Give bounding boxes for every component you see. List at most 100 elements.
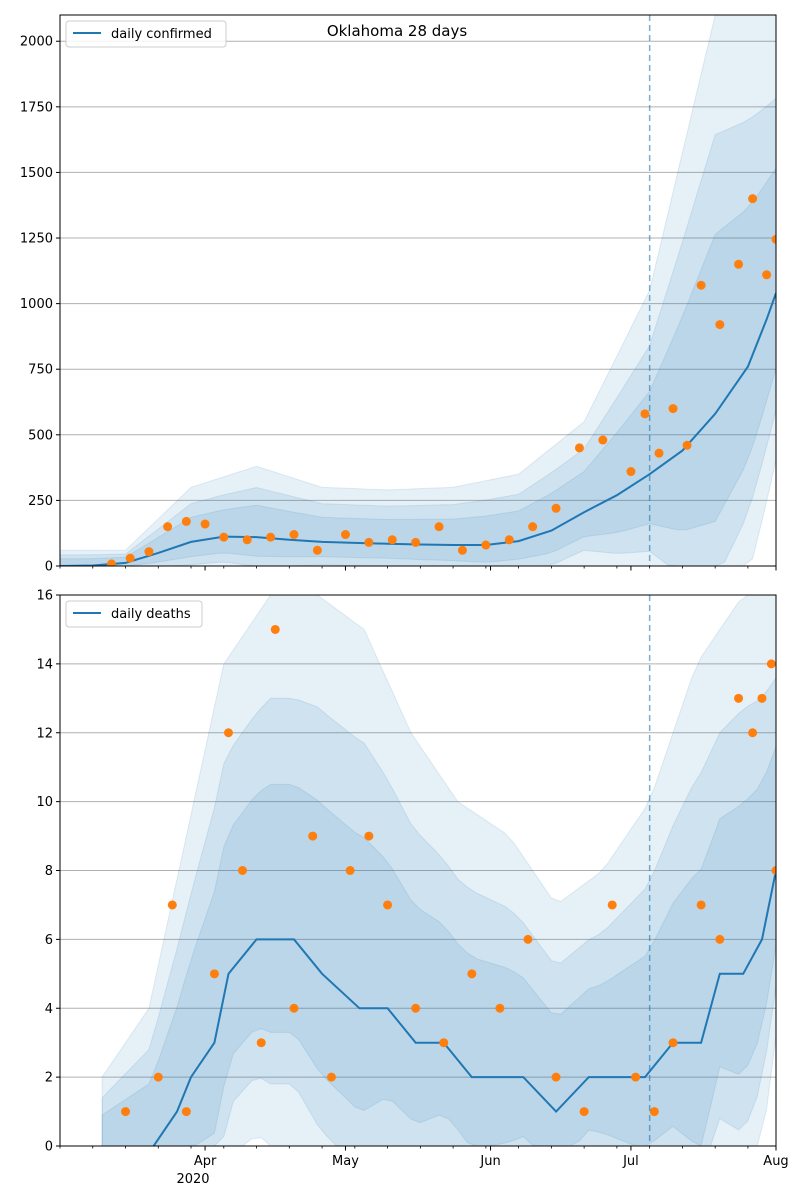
observed-point [626, 467, 636, 477]
observed-point [144, 547, 154, 557]
y-tick-label: 12 [36, 726, 53, 741]
uncertainty-band [101, 746, 776, 1146]
fit-line [152, 870, 776, 1146]
plot-frame [59, 14, 777, 567]
y-tick-label: 14 [36, 657, 53, 672]
uncertainty-band [101, 595, 776, 1146]
x-axis-year-label: 2020 [176, 1172, 209, 1187]
uncertainty-band [60, 97, 776, 566]
observed-point [631, 1072, 641, 1082]
observed-point [209, 969, 219, 979]
observed-point [153, 1072, 163, 1082]
observed-point [467, 969, 477, 979]
observed-point [771, 866, 776, 875]
observed-point [242, 535, 252, 545]
observed-point [523, 934, 533, 944]
observed-point [340, 530, 350, 540]
observed-point [181, 1107, 191, 1117]
y-tick-label: 6 [45, 933, 53, 948]
observed-point [748, 728, 758, 738]
observed-point [762, 270, 772, 280]
y-tick-label: 2000 [20, 35, 53, 50]
observed-point [551, 503, 561, 513]
observed-point [163, 522, 173, 532]
legend: daily confirmed [65, 20, 227, 48]
observed-point [326, 1072, 336, 1082]
y-tick-label: 16 [36, 589, 53, 604]
y-tick-label: 250 [28, 494, 53, 509]
y-tick-label: 4 [45, 1002, 53, 1017]
observed-point [481, 540, 491, 550]
uncertainty-band [60, 15, 776, 566]
x-tick-label: May [332, 1154, 359, 1169]
observed-point [715, 320, 725, 330]
observed-point [345, 866, 355, 875]
observed-point [457, 545, 467, 555]
uncertainty-bands [60, 15, 776, 566]
observed-point [574, 443, 584, 453]
observed-point [696, 280, 706, 290]
fit-line-layer [152, 870, 776, 1146]
y-tick-label: 500 [28, 428, 53, 443]
legend-label: daily deaths [111, 607, 191, 622]
x-tick-label: Jun [479, 1154, 500, 1169]
observed-point [308, 831, 318, 841]
observed-point [696, 900, 706, 910]
observed-dots-layer [106, 194, 776, 566]
y-tick-label: 2 [45, 1071, 53, 1086]
observed-point [715, 934, 725, 944]
observed-point [771, 234, 776, 244]
observed-point [364, 537, 374, 547]
observed-point [289, 530, 299, 540]
observed-point [411, 1003, 421, 1013]
legend: daily deaths [65, 600, 203, 628]
y-tick-label: 10 [36, 795, 53, 810]
x-tick-label: Aug [763, 1154, 788, 1169]
x-axis [59, 566, 777, 571]
observed-point [411, 537, 421, 547]
confirmed-chart-panel: 0 250 500 750 1000 1250 1500 1750 2000 Oklahoma … [20, 14, 777, 575]
legend-label: daily confirmed [111, 27, 212, 42]
uncertainty-band [60, 167, 776, 566]
observed-point [125, 553, 135, 563]
observed-point [312, 545, 322, 555]
deaths-chart-panel: 0 2 4 6 8 10 12 14 16 Apr May Jun Jul Aug daily deat… [36, 589, 788, 1188]
observed-point [200, 519, 210, 529]
legend-box [65, 20, 227, 48]
observed-point [734, 693, 744, 703]
observed-point [167, 900, 177, 910]
observed-point [238, 866, 248, 875]
observed-point [383, 900, 393, 910]
observed-point [266, 532, 276, 542]
observed-point [607, 900, 617, 910]
y-tick-label: 1750 [20, 100, 53, 115]
observed-point [654, 448, 664, 458]
observed-point [668, 1038, 678, 1048]
y-tick-label: 1000 [20, 297, 53, 312]
y-tick-label: 0 [45, 1140, 53, 1155]
observed-point [682, 440, 692, 450]
observed-point [668, 404, 678, 414]
y-tick-label: 0 [45, 560, 53, 575]
observed-point [495, 1003, 505, 1013]
observed-point [640, 409, 650, 419]
chart-title: Oklahoma 28 days [327, 22, 468, 40]
observed-point [364, 831, 374, 841]
y-tick-label: 1250 [20, 232, 53, 247]
y-axis: 0 2 4 6 8 10 12 14 16 [36, 589, 60, 1155]
observed-point [579, 1107, 589, 1117]
observed-point [181, 516, 191, 526]
observed-point [504, 535, 514, 545]
observed-point [528, 522, 538, 532]
observed-point [598, 435, 608, 445]
observed-point [121, 1107, 131, 1117]
observed-point [223, 728, 233, 738]
uncertainty-band [101, 676, 776, 1146]
observed-point [270, 624, 280, 634]
observed-point [219, 532, 229, 542]
legend-box [65, 600, 203, 628]
observed-point [734, 259, 744, 269]
observed-point [256, 1038, 266, 1048]
observed-point [387, 535, 397, 545]
y-tick-label: 8 [45, 864, 53, 879]
